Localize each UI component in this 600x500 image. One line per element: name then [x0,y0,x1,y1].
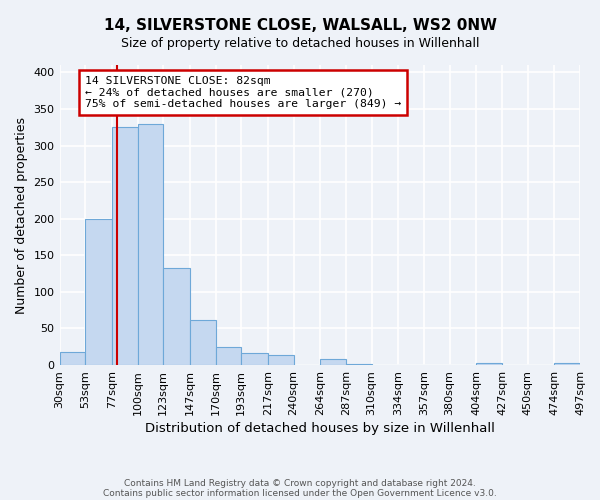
Bar [59,352,85,365]
Text: 14 SILVERSTONE CLOSE: 82sqm
← 24% of detached houses are smaller (270)
75% of se: 14 SILVERSTONE CLOSE: 82sqm ← 24% of det… [85,76,401,109]
Bar [241,354,268,365]
X-axis label: Distribution of detached houses by size in Willenhall: Distribution of detached houses by size … [145,422,495,435]
Bar [112,127,137,365]
Text: Contains public sector information licensed under the Open Government Licence v3: Contains public sector information licen… [103,488,497,498]
Bar [190,320,215,365]
Bar [268,355,293,365]
Bar [320,359,346,365]
Bar [163,268,190,365]
Bar [476,363,502,365]
Bar [137,124,163,365]
Bar [346,364,371,365]
Bar [85,218,112,365]
Text: Contains HM Land Registry data © Crown copyright and database right 2024.: Contains HM Land Registry data © Crown c… [124,478,476,488]
Bar [554,363,580,365]
Y-axis label: Number of detached properties: Number of detached properties [15,116,28,314]
Text: 14, SILVERSTONE CLOSE, WALSALL, WS2 0NW: 14, SILVERSTONE CLOSE, WALSALL, WS2 0NW [104,18,497,32]
Bar [215,347,241,365]
Text: Size of property relative to detached houses in Willenhall: Size of property relative to detached ho… [121,38,479,51]
